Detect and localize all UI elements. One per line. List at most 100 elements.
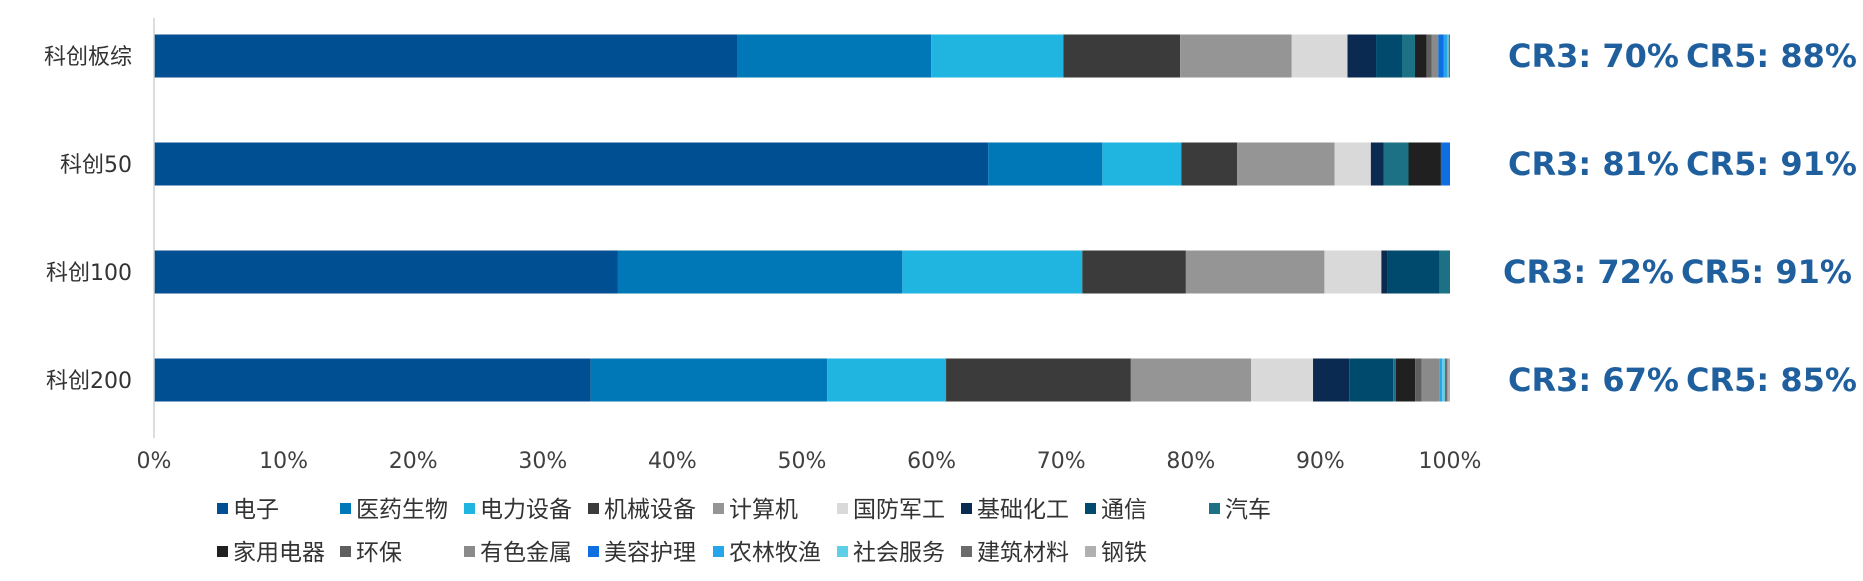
legend-label: 电力设备 [480,497,572,523]
cr3-label: CR3: 72% [1503,253,1674,291]
bar-segment [1447,358,1450,402]
bar-segment [827,358,947,402]
bar-segment [1347,34,1377,78]
bar-segment [1381,250,1388,294]
legend-swatch [217,503,228,514]
category-label: 科创200 [46,369,132,394]
legend-label: 美容护理 [604,540,696,566]
legend-swatch [961,546,972,557]
bar-segment [1431,34,1439,78]
category-label: 科创板综 [44,45,132,70]
legend-label: 计算机 [729,497,798,523]
legend-swatch [588,503,599,514]
legend-label: 通信 [1101,497,1147,523]
bar-segment [902,250,1083,294]
bar-segment [1440,142,1450,186]
bar-segment [1130,358,1252,402]
x-tick-label: 70% [1037,449,1086,474]
legend-swatch [464,546,475,557]
bar-segment [154,358,591,402]
bar-segment [154,250,618,294]
bar-segment [1387,250,1440,294]
bar-segment [988,142,1103,186]
bars-group [154,34,1450,402]
legend-label: 钢铁 [1101,540,1147,566]
bar-segment [1185,250,1325,294]
category-label: 科创50 [60,153,132,178]
bar-segment [1349,358,1394,402]
legend-swatch [340,503,351,514]
x-tick-label: 90% [1296,449,1345,474]
legend-label: 家用电器 [233,540,325,566]
legend-swatch [1085,503,1096,514]
bar-segment [931,34,1064,78]
legend-swatch [961,503,972,514]
legend-swatch [1209,503,1220,514]
bar-segment [1402,34,1415,78]
legend-swatch [837,503,848,514]
x-axis-tick-labels: 0% 10% 20% 30% 40% 50% 60% 70% 80% 90% 100% [137,449,1482,474]
bar-segment [1180,34,1292,78]
bar-segment [1291,34,1348,78]
bar-segment [1181,142,1238,186]
x-tick-label: 40% [648,449,697,474]
bar-segment [1383,142,1409,186]
bar-segment [1408,142,1441,186]
legend-swatch [837,546,848,557]
legend-swatch [1085,546,1096,557]
legend-swatch [340,546,351,557]
legend-label: 汽车 [1225,497,1271,523]
bar-segment [617,250,903,294]
x-tick-label: 50% [778,449,827,474]
legend-label: 电子 [233,497,279,523]
bar-segment [1324,250,1382,294]
legend-label: 医药生物 [356,497,448,523]
cr5-label: CR5: 91% [1686,145,1857,183]
bar-segment [1444,358,1448,402]
bar-segment [1443,34,1448,78]
bar-segment [1082,250,1186,294]
bar-segment [1376,34,1402,78]
cr5-label: CR5: 91% [1681,253,1852,291]
bar-segment [1438,34,1444,78]
bar-segment [946,358,1131,402]
bar-segment [1439,250,1450,294]
cr3-label: CR3: 81% [1508,145,1679,183]
bar-segment [1063,34,1181,78]
legend-label: 建筑材料 [977,540,1069,566]
legend-swatch [713,503,724,514]
bar-segment [1393,358,1396,402]
legend-swatch [464,503,475,514]
bar-segment [1102,142,1182,186]
x-tick-label: 60% [907,449,956,474]
legend-swatch [217,546,228,557]
legend-label: 国防军工 [853,497,945,523]
cr3-label: CR3: 70% [1508,37,1679,75]
bar-segment [1414,34,1427,78]
bar-segment [1421,358,1440,402]
bar-segment [1442,358,1445,402]
bar-segment [1334,142,1371,186]
bar-segment [1237,142,1335,186]
x-tick-label: 80% [1166,449,1215,474]
bar-segment [590,358,828,402]
legend-label: 有色金属 [480,540,572,566]
legend-swatch [588,546,599,557]
legend-label: 社会服务 [853,540,945,566]
bar-segment [1313,358,1350,402]
bar-segment [1415,358,1422,402]
bar-segment [1395,358,1416,402]
bar-segment [1448,34,1450,78]
legend-label: 农林牧渔 [729,540,821,566]
bar-segment [737,34,932,78]
legend-label: 环保 [356,540,402,566]
bar-segment [154,142,989,186]
cr3-label: CR3: 67% [1508,361,1679,399]
cr5-label: CR5: 88% [1686,37,1857,75]
bar-segment [1447,34,1449,78]
cr5-label: CR5: 85% [1686,361,1857,399]
legend-label: 基础化工 [977,497,1069,523]
legend-label: 机械设备 [604,497,696,523]
